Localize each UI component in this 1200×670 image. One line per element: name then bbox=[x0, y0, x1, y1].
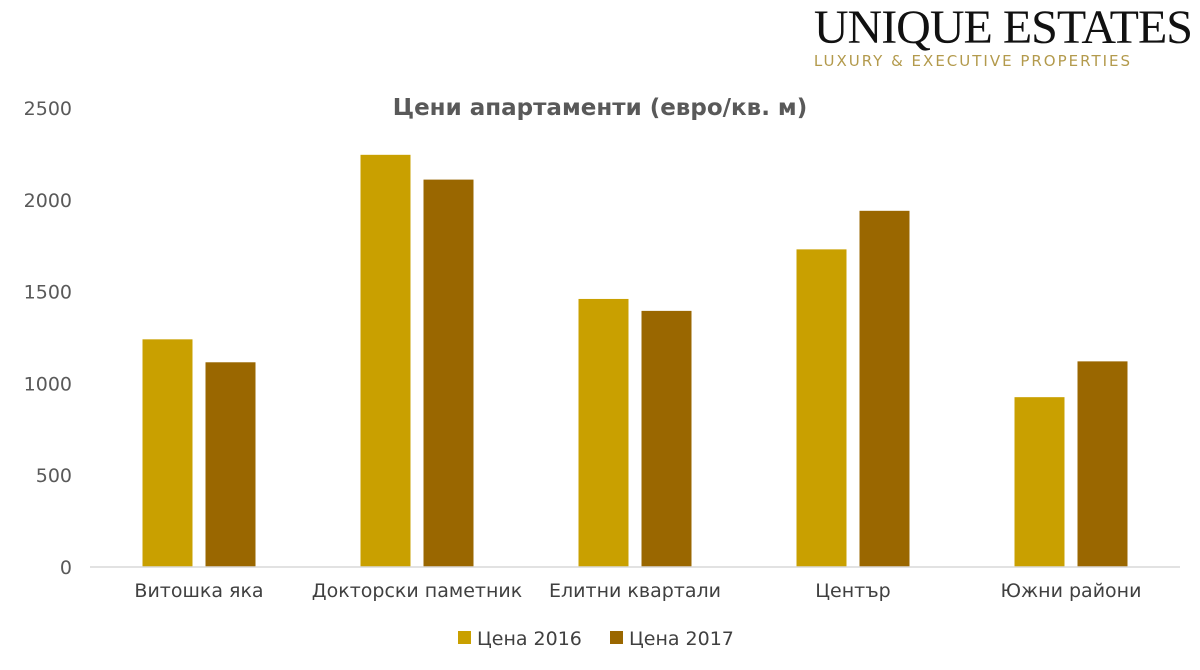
brand-tagline: LUXURY & EXECUTIVE PROPERTIES bbox=[813, 52, 1133, 70]
bar bbox=[423, 179, 474, 567]
x-tick-label: Витошка яка bbox=[134, 580, 263, 602]
brand-logo: UNIQUE ESTATES LUXURY & EXECUTIVE PROPER… bbox=[813, 1, 1193, 71]
brand-name: UNIQUE ESTATES bbox=[813, 1, 1193, 54]
x-tick-label: Докторски паметник bbox=[312, 580, 522, 602]
y-tick-label: 2000 bbox=[24, 190, 72, 212]
bars bbox=[142, 154, 1128, 568]
chart-title: Цени апартаменти (евро/кв. м) bbox=[393, 95, 808, 121]
bar bbox=[1014, 397, 1065, 567]
bar bbox=[641, 310, 692, 567]
y-tick-label: 0 bbox=[60, 557, 72, 579]
x-tick-label: Елитни квартали bbox=[549, 580, 721, 602]
bar bbox=[360, 154, 411, 567]
legend-swatch bbox=[610, 631, 623, 644]
bar bbox=[142, 339, 193, 567]
x-tick-label: Южни райони bbox=[1001, 580, 1142, 602]
y-tick-label: 500 bbox=[36, 465, 72, 487]
legend-swatch bbox=[458, 631, 471, 644]
x-axis-labels: Витошка яка Докторски паметник Елитни квар… bbox=[134, 580, 1141, 602]
legend: Цена 2016 Цена 2017 bbox=[458, 628, 734, 650]
bar bbox=[1077, 361, 1128, 567]
y-tick-label: 1500 bbox=[24, 282, 72, 304]
bar bbox=[859, 210, 910, 568]
x-tick-label: Център bbox=[815, 580, 890, 602]
y-axis-ticks: 0 500 1000 1500 2000 2500 bbox=[24, 98, 72, 579]
y-tick-label: 1000 bbox=[24, 373, 72, 395]
legend-label: Цена 2017 bbox=[629, 628, 734, 650]
y-tick-label: 2500 bbox=[24, 98, 72, 120]
bar bbox=[578, 298, 629, 567]
legend-label: Цена 2016 bbox=[477, 628, 582, 650]
bar bbox=[796, 249, 847, 567]
bar bbox=[205, 362, 256, 567]
